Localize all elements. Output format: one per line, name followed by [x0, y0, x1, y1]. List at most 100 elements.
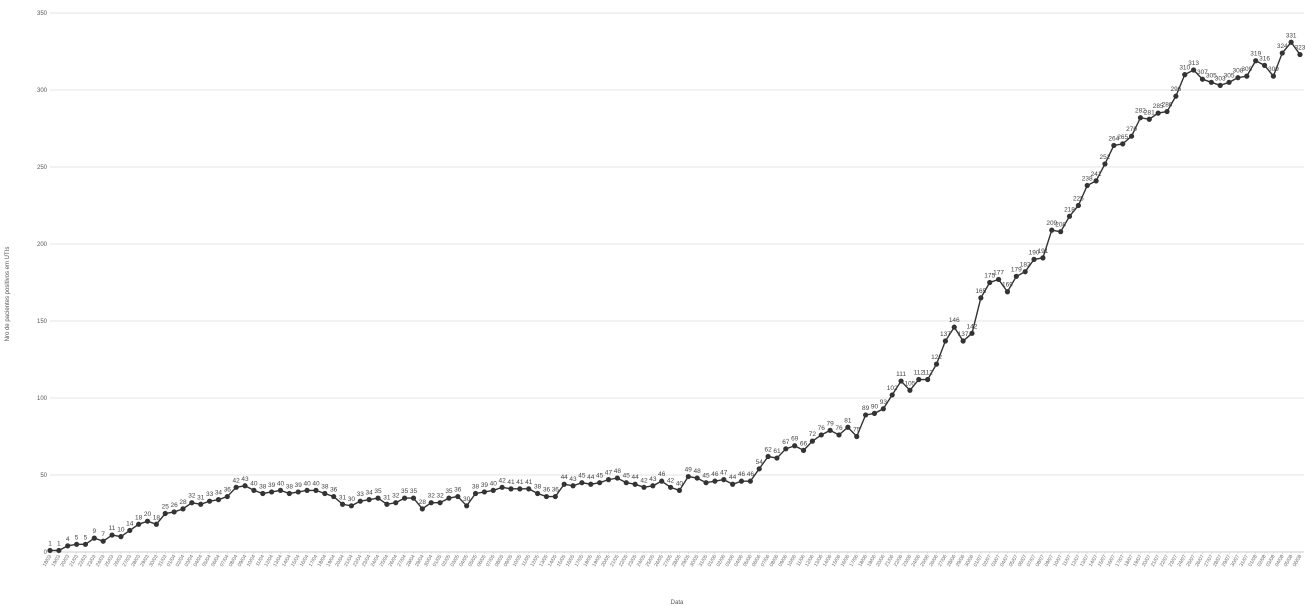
data-point: [818, 432, 824, 438]
x-tick-label: 05/05: [467, 554, 479, 568]
x-tick-label: 18/05: [583, 554, 595, 568]
data-label: 265: [1117, 134, 1128, 141]
data-point: [1155, 110, 1161, 116]
data-point: [721, 477, 727, 483]
x-tick-label: 03/08: [1265, 554, 1277, 568]
data-point: [322, 490, 328, 497]
data-label: 5: [84, 534, 88, 541]
x-tick-label: 19/03: [51, 554, 63, 568]
data-point: [384, 501, 390, 507]
x-tick-label: 26/06: [928, 554, 940, 568]
data-label: 305: [1206, 72, 1217, 79]
x-tick-label: 15/07: [1097, 554, 1109, 568]
data-point: [1253, 58, 1259, 64]
x-tick-label: 20/03: [60, 554, 72, 568]
data-point: [969, 330, 975, 336]
x-tick-label: 29/06: [955, 554, 967, 568]
data-label: 31: [197, 494, 205, 501]
data-point: [579, 480, 585, 486]
data-point: [1279, 50, 1285, 56]
data-label: 307: [1197, 69, 1208, 76]
x-tick-label: 21/04: [343, 554, 355, 568]
data-label: 89: [862, 405, 870, 412]
x-tick-label: 19/07: [1132, 554, 1144, 568]
data-point: [916, 376, 922, 383]
data-label: 31: [339, 494, 347, 501]
data-point: [1199, 76, 1206, 82]
data-point: [676, 487, 683, 493]
data-point: [703, 480, 709, 486]
x-tick-label: 30/04: [423, 554, 435, 568]
data-label: 42: [640, 477, 648, 484]
x-tick-label: 05/07: [1008, 554, 1020, 568]
x-tick-label: 31/05: [698, 554, 710, 568]
data-point: [747, 478, 753, 484]
x-tick-label: 03/06: [724, 554, 736, 568]
data-label: 38: [321, 483, 329, 490]
data-label: 41: [516, 479, 524, 486]
x-tick-label: 31/07: [1239, 554, 1251, 568]
data-label: 310: [1179, 65, 1190, 72]
x-tick-label: 30/07: [1230, 554, 1242, 568]
data-label: 44: [729, 474, 737, 481]
x-tick-label: 02/04: [175, 554, 187, 568]
data-point: [375, 495, 381, 501]
data-point: [570, 483, 576, 489]
data-label: 313: [1188, 60, 1199, 67]
x-tick-label: 03/05: [450, 554, 462, 568]
data-point: [118, 534, 124, 540]
data-label: 28: [419, 499, 427, 506]
data-point: [623, 480, 629, 486]
data-point: [508, 486, 514, 492]
data-point: [925, 376, 931, 383]
data-label: 69: [791, 436, 799, 443]
x-tick-label: 16/05: [565, 554, 577, 568]
data-point: [951, 324, 957, 330]
data-point: [588, 481, 594, 487]
data-label: 45: [623, 473, 631, 480]
x-tick-label: 04/06: [733, 554, 745, 568]
data-label: 303: [1215, 75, 1226, 82]
data-label: 175: [984, 273, 995, 280]
data-point: [1208, 79, 1214, 85]
data-point: [526, 486, 532, 492]
data-point: [712, 478, 718, 484]
data-label: 45: [702, 473, 710, 480]
data-point: [1111, 142, 1117, 149]
data-label: 319: [1250, 51, 1261, 58]
x-tick-label: 23/04: [361, 554, 373, 568]
data-point: [1173, 93, 1179, 99]
data-point: [534, 490, 541, 497]
data-label: 18: [135, 514, 143, 521]
y-tick-label: 150: [37, 319, 48, 325]
x-tick-label: 28/06: [946, 554, 958, 568]
data-point: [144, 518, 151, 524]
x-tick-label: 01/04: [166, 554, 178, 568]
x-tick-label: 22/04: [352, 554, 364, 568]
data-label: 1: [48, 540, 52, 547]
data-point: [100, 538, 106, 544]
x-tick-label: 27/05: [662, 554, 674, 568]
x-tick-label: 19/05: [591, 554, 603, 568]
data-label: 46: [711, 471, 719, 478]
data-label: 42: [667, 477, 675, 484]
data-label: 67: [782, 439, 790, 446]
x-tick-label: 26/03: [113, 554, 125, 568]
data-label: 1: [57, 540, 61, 547]
data-point: [73, 541, 80, 547]
data-label: 208: [1055, 222, 1066, 229]
data-point: [393, 500, 399, 506]
data-point: [667, 484, 674, 490]
data-label: 36: [224, 487, 232, 494]
data-point: [1182, 72, 1188, 78]
data-point: [1013, 273, 1019, 279]
data-point: [215, 497, 222, 503]
data-label: 41: [525, 479, 533, 486]
x-tick-label: 19/06: [866, 554, 878, 568]
data-point: [809, 438, 816, 444]
data-label: 28: [179, 499, 187, 506]
x-tick-label: 28/04: [405, 554, 417, 568]
data-label: 296: [1170, 86, 1181, 93]
data-point: [774, 455, 780, 461]
x-tick-label: 12/04: [263, 554, 275, 568]
